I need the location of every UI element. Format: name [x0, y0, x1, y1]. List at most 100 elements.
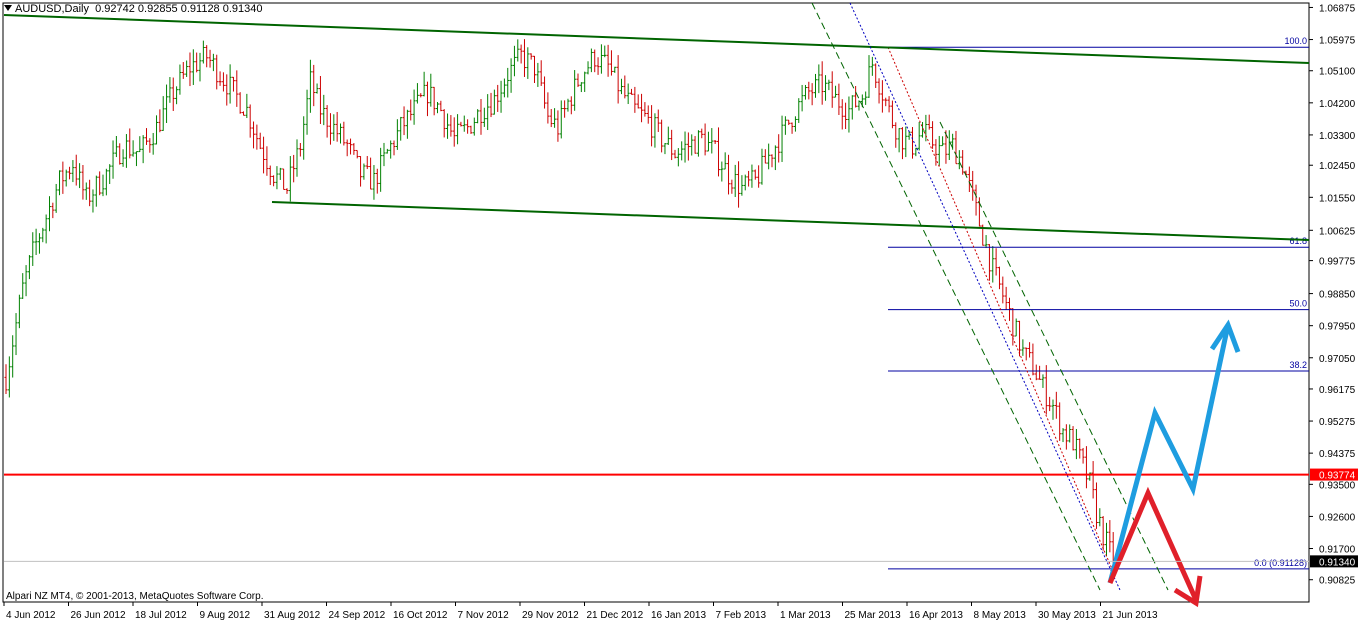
candle — [446, 113, 450, 139]
candle — [954, 130, 958, 165]
candle — [81, 165, 85, 200]
y-tick-label: 1.05975 — [1319, 36, 1356, 47]
candle — [783, 116, 787, 135]
candle — [379, 147, 383, 192]
candle — [84, 182, 88, 200]
candle — [974, 184, 978, 216]
candle — [422, 71, 426, 97]
candle — [967, 166, 971, 192]
candle — [676, 148, 680, 167]
candle — [576, 73, 580, 88]
y-tick-label: 0.97050 — [1319, 354, 1356, 365]
candle — [827, 79, 831, 91]
bearish-arrow-head — [1173, 575, 1203, 608]
candle — [770, 154, 774, 168]
candle — [382, 142, 386, 167]
candle — [536, 62, 540, 87]
candle — [563, 100, 567, 118]
candle — [800, 84, 804, 112]
candle — [803, 84, 807, 100]
candle — [971, 170, 975, 201]
y-tick-label: 1.06875 — [1319, 3, 1356, 14]
candle — [64, 169, 68, 187]
candle — [790, 122, 794, 134]
candle — [884, 97, 888, 107]
candle — [258, 132, 262, 150]
candle — [355, 149, 359, 159]
lower-channel-line — [271, 201, 1310, 241]
symbol-label: AUDUSD,Daily — [15, 3, 89, 15]
x-tick-label: 25 Mar 2013 — [845, 610, 902, 621]
x-tick-label: 4 Jun 2012 — [6, 610, 56, 621]
chart-header[interactable]: AUDUSD,Daily 0.92742 0.92855 0.91128 0.9… — [4, 3, 263, 15]
candle — [399, 116, 403, 141]
dropdown-arrow-icon[interactable] — [4, 5, 12, 11]
bearish-projection-arrow — [1107, 486, 1199, 602]
candle — [837, 83, 841, 116]
candle — [904, 126, 908, 158]
candle — [650, 105, 654, 147]
candle — [767, 143, 771, 170]
candle — [1011, 308, 1015, 346]
candle — [543, 76, 547, 109]
candle — [47, 196, 51, 232]
candle — [436, 102, 440, 114]
candle — [874, 63, 878, 88]
candle — [459, 121, 463, 127]
candle — [325, 105, 329, 138]
candle — [830, 71, 834, 108]
x-tick-label: 26 Jun 2012 — [71, 610, 126, 621]
candle — [452, 117, 456, 147]
y-tick-label: 0.90825 — [1319, 576, 1356, 587]
candle — [643, 102, 647, 117]
candle — [121, 149, 125, 167]
candle — [496, 84, 500, 112]
candle — [312, 64, 316, 107]
candle — [1004, 286, 1008, 310]
candle — [241, 111, 245, 116]
candle — [335, 111, 339, 142]
candle — [680, 141, 684, 161]
candle — [439, 100, 443, 112]
candle — [268, 165, 272, 186]
candle — [656, 109, 660, 132]
candle — [68, 166, 72, 180]
candle — [185, 60, 189, 77]
x-tick-label: 8 May 2013 — [974, 610, 1027, 621]
y-tick-label: 0.93500 — [1319, 480, 1356, 491]
candle — [596, 57, 600, 75]
candle — [442, 109, 446, 138]
candle — [275, 166, 279, 190]
candle — [1081, 447, 1085, 464]
candle — [44, 214, 48, 244]
candle — [710, 128, 714, 154]
candle — [272, 175, 276, 187]
candle — [626, 83, 630, 105]
candle — [51, 202, 55, 219]
candle — [41, 227, 45, 243]
x-tick-label: 29 Nov 2012 — [522, 610, 579, 621]
upper-channel-line — [3, 14, 1310, 64]
candlesticks — [4, 39, 1119, 573]
y-tick-label: 0.96175 — [1319, 385, 1356, 396]
candle — [1094, 482, 1098, 529]
candle — [706, 131, 710, 152]
candle — [201, 40, 205, 64]
candle — [773, 145, 777, 171]
candle — [730, 179, 734, 194]
candle — [927, 114, 931, 130]
resistance-price-tag — [1310, 468, 1358, 481]
candle — [492, 89, 496, 115]
candle — [449, 115, 453, 137]
candle — [1091, 461, 1095, 499]
candle — [727, 154, 731, 195]
y-tick-label: 0.91700 — [1319, 545, 1356, 556]
candle — [850, 95, 854, 120]
x-tick-label: 9 Aug 2012 — [200, 610, 251, 621]
candle — [673, 149, 677, 159]
candle — [880, 80, 884, 113]
candle — [502, 78, 506, 98]
candle — [255, 124, 259, 150]
y-tick-label: 0.95275 — [1319, 417, 1356, 428]
